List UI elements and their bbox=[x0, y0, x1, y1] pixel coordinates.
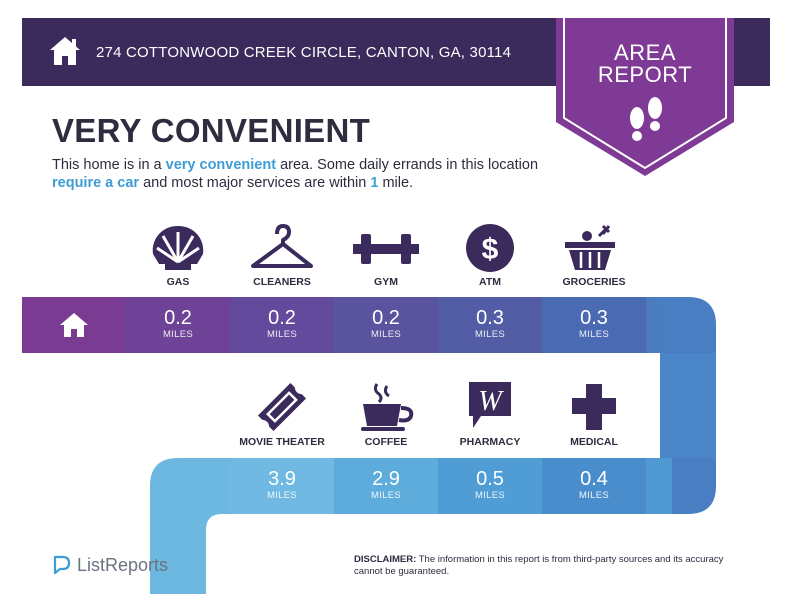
ticket-icon bbox=[257, 382, 307, 432]
shell-icon bbox=[152, 226, 204, 270]
row1-band-2 bbox=[334, 297, 438, 353]
row2-band-2 bbox=[438, 458, 542, 514]
atm-distance: 0.3 MILES bbox=[474, 307, 505, 340]
row2-band-1 bbox=[334, 458, 438, 514]
description: This home is in a very convenient area. … bbox=[52, 157, 539, 191]
dollar-icon: $ bbox=[466, 224, 514, 272]
svg-text:$: $ bbox=[482, 233, 499, 266]
property-address: 274 COTTONWOOD CREEK CIRCLE, CANTON, GA,… bbox=[96, 44, 512, 61]
row2-band-3 bbox=[542, 458, 646, 514]
disclaimer: DISCLAIMER: The information in this repo… bbox=[354, 554, 724, 577]
svg-text:W: W bbox=[478, 386, 504, 417]
footprints-icon bbox=[630, 97, 662, 141]
badge-line-2: REPORT bbox=[597, 62, 693, 87]
groceries-distance: 0.3 MILES bbox=[578, 307, 609, 340]
home-icon bbox=[50, 37, 80, 65]
home-cell bbox=[22, 297, 126, 353]
atm-label: ATM bbox=[479, 276, 501, 288]
row1-band-3 bbox=[438, 297, 542, 353]
groceries-label: GROCERIES bbox=[562, 276, 626, 288]
movie-theater-distance: 3.9 MILES bbox=[266, 468, 297, 501]
cleaners-label: CLEANERS bbox=[253, 276, 311, 288]
badge-title: AREA REPORT bbox=[556, 42, 734, 86]
medical-distance: 0.4 MILES bbox=[578, 468, 609, 501]
basket-icon bbox=[565, 224, 615, 270]
gym-distance: 0.2 MILES bbox=[370, 307, 401, 340]
row1-band-0 bbox=[126, 297, 230, 353]
listreports-logo: ListReports bbox=[52, 554, 168, 576]
listreports-logo-text: ListReports bbox=[77, 555, 169, 575]
gas-label: GAS bbox=[166, 276, 190, 288]
listreports-logo-icon bbox=[53, 555, 71, 575]
pharmacy-distance: 0.5 MILES bbox=[474, 468, 505, 501]
cross-icon bbox=[572, 384, 616, 430]
convenience-rating: VERY CONVENIENT bbox=[52, 112, 371, 149]
cleaners-distance: 0.2 MILES bbox=[266, 307, 297, 340]
coffee-label: COFFEE bbox=[364, 436, 408, 448]
row1-band-4 bbox=[542, 297, 646, 353]
pharmacy-label: PHARMACY bbox=[459, 436, 521, 448]
area-report-page: 274 COTTONWOOD CREEK CIRCLE, CANTON, GA,… bbox=[22, 18, 770, 594]
gym-label: GYM bbox=[374, 276, 398, 288]
home-icon bbox=[60, 313, 88, 337]
movie-theater-label: MOVIE THEATER bbox=[239, 436, 325, 448]
area-report-badge bbox=[556, 18, 734, 176]
coffee-icon bbox=[361, 383, 414, 431]
hanger-icon bbox=[251, 224, 313, 268]
coffee-distance: 2.9 MILES bbox=[370, 468, 401, 501]
badge-line-1: AREA bbox=[614, 40, 676, 65]
row1-band-1 bbox=[230, 297, 334, 353]
walgreens-icon: W bbox=[469, 382, 511, 428]
row2-band-0 bbox=[230, 458, 334, 514]
dumbbell-icon bbox=[353, 234, 419, 264]
medical-label: MEDICAL bbox=[570, 436, 618, 448]
gas-distance: 0.2 MILES bbox=[162, 307, 193, 340]
